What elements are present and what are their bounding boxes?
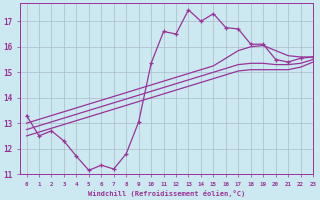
X-axis label: Windchill (Refroidissement éolien,°C): Windchill (Refroidissement éolien,°C) (88, 190, 245, 197)
